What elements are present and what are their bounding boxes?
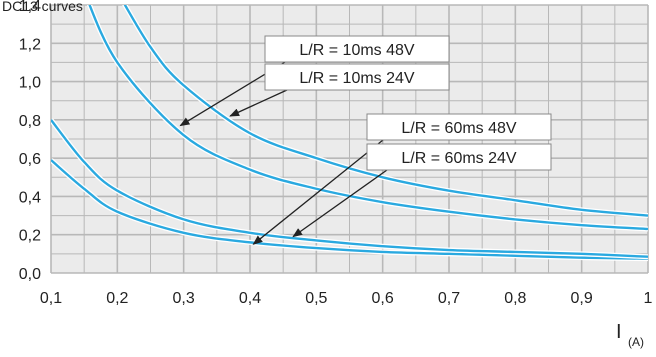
series-line [88,5,648,231]
x-tick-labels: 0,1 0,2 0,3 0,4 0,5 0,6 0,7 0,8 0,9 1 [40,290,653,307]
annotation-label: L/R = 60ms 24V [401,150,517,167]
y-tick-label: 0,4 [19,189,41,206]
series-line [51,159,648,260]
series-line [123,5,648,217]
annotation-box [264,35,450,63]
y-tick-label: 0,0 [19,266,41,283]
x-tick-label: 1 [644,290,653,307]
y-tick-label: 1,2 [19,36,41,53]
x-axis-unit: (A) [628,335,644,349]
chart-title: DC13 curves [2,0,83,14]
x-tick-label: 0,1 [40,290,62,307]
x-tick-label: 0,2 [106,290,128,307]
x-tick-label: 0,6 [372,290,394,307]
series-line [51,119,648,258]
y-tick-label: 0,6 [19,151,41,168]
y-tick-label: 0,2 [19,228,41,245]
annotation-arrow [229,89,288,117]
x-axis-label: I [616,321,622,343]
x-tick-label: 0,9 [571,290,593,307]
x-tick-label: 0,5 [305,290,327,307]
annotation-label: L/R = 10ms 48V [299,42,415,59]
x-tick-label: 0,8 [504,290,526,307]
annotation-box [366,113,552,141]
y-tick-labels: 0,0 0,2 0,4 0,6 0,8 1,0 1,2 1,4 [19,0,41,283]
annotation-label: L/R = 60ms 48V [401,120,517,137]
annotation-box [264,63,450,91]
x-tick-label: 0,4 [239,290,261,307]
annotation-labels: L/R = 10ms 48V L/R = 10ms 24V L/R = 60ms 4… [264,35,552,171]
annotation-box [366,143,552,171]
annotation-arrow [292,169,388,238]
x-tick-label: 0,3 [173,290,195,307]
annotation-label: L/R = 10ms 24V [299,70,415,87]
y-tick-label: 1,0 [19,75,41,92]
annotation-arrow [252,139,384,245]
x-tick-label: 0,7 [438,290,460,307]
y-tick-label: 1,4 [19,0,41,15]
curves [51,5,648,262]
y-tick-label: 0,8 [19,113,41,130]
